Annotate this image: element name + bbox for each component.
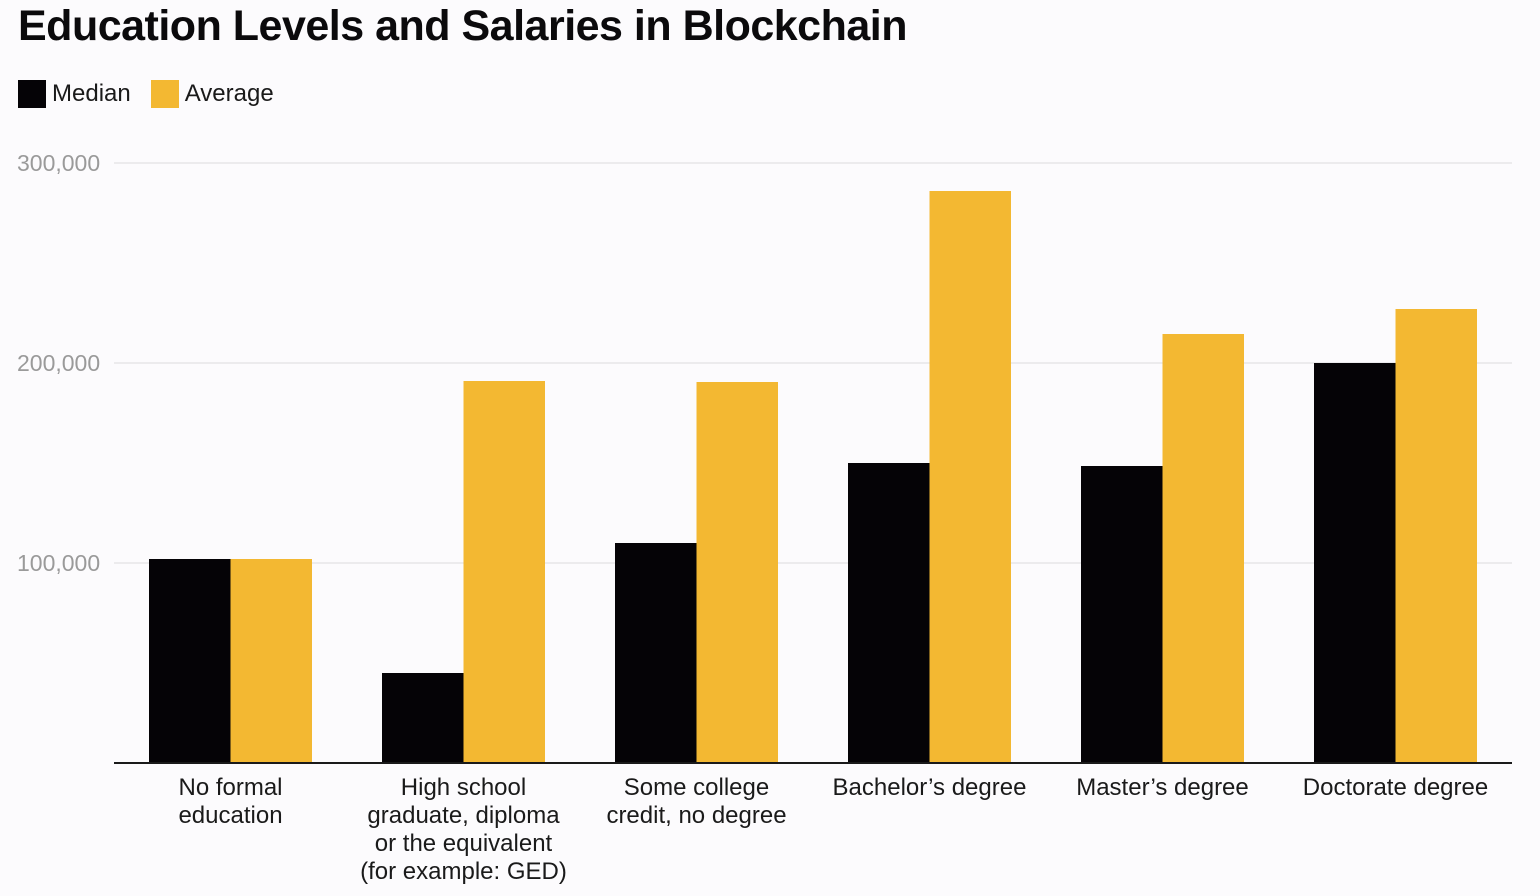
x-tick-label-line: (for example: GED): [360, 858, 567, 885]
x-tick-label-3: Bachelor’s degree: [833, 774, 1027, 801]
y-tick-label-100000: 100,000: [17, 550, 100, 576]
x-tick-label-line: Doctorate degree: [1303, 774, 1488, 801]
bar-average-4: [1162, 334, 1244, 763]
x-tick-label-line: No formal: [178, 774, 282, 801]
x-tick-label-1: High school graduate, diploma or the equiv…: [360, 774, 567, 885]
x-tick-label-line: High school: [401, 774, 526, 801]
bar-median-2: [615, 543, 697, 763]
x-tick-label-0: No formal education: [178, 774, 282, 829]
x-tick-label-4: Master’s degree: [1076, 774, 1249, 801]
bar-median-1: [382, 673, 464, 763]
x-tick-label-5: Doctorate degree: [1303, 774, 1488, 801]
legend-label-median: Median: [52, 80, 131, 107]
x-tick-label-line: education: [178, 802, 282, 829]
bar-median-4: [1081, 466, 1163, 763]
bar-average-5: [1395, 309, 1477, 763]
y-tick-label-200000: 200,000: [17, 350, 100, 376]
x-tick-label-line: or the equivalent: [375, 830, 553, 857]
bar-median-3: [848, 463, 930, 763]
y-tick-label-300000: 300,000: [17, 150, 100, 176]
x-tick-label-line: graduate, diploma: [367, 802, 560, 829]
x-tick-label-line: Master’s degree: [1076, 774, 1249, 801]
x-tick-label-line: Some college: [624, 774, 769, 801]
legend-swatch-average: [150, 80, 179, 108]
bar-average-3: [929, 191, 1011, 763]
bar-average-2: [696, 382, 778, 763]
bar-median-5: [1314, 363, 1396, 763]
legend-item-average: Average: [150, 80, 274, 108]
legend-swatch-median: [18, 80, 46, 108]
chart-title: Education Levels and Salaries in Blockch…: [18, 2, 907, 50]
x-tick-label-2: Some college credit, no degree: [606, 774, 786, 829]
bar-average-0: [230, 559, 312, 763]
legend-item-median: Median: [18, 80, 131, 108]
bar-median-0: [149, 559, 231, 763]
legend: Median Average: [18, 80, 294, 108]
bar-average-1: [463, 381, 545, 763]
legend-label-average: Average: [184, 80, 274, 107]
x-tick-label-line: credit, no degree: [606, 802, 786, 829]
x-tick-label-line: Bachelor’s degree: [833, 774, 1027, 801]
